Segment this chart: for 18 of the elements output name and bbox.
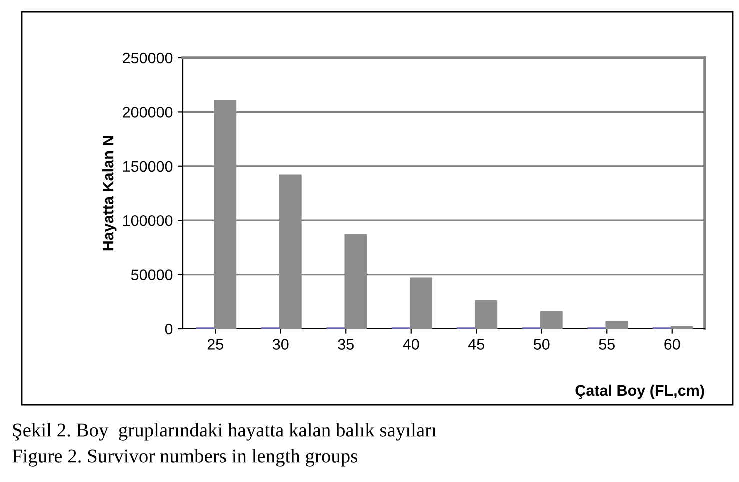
y-tick-label: 100000 [123,215,173,226]
caption: Figure 2. Survivor numbers in length groups [12,449,358,467]
y-tick-label: 200000 [123,107,173,118]
x-tick-label: 60 [664,339,680,350]
x-tick-label: 55 [599,339,615,350]
y-tick-label: 50000 [131,270,173,280]
x-tick-label: 50 [534,339,550,350]
text: Şekil 2. Boy gruplarındaki hayatta kalan balık sayıları [13,423,437,441]
x-tick-label: 30 [272,339,289,350]
x-tick-label: 35 [338,339,354,350]
x-tick-label: 40 [403,339,420,350]
y-axis-title: Hayatta Kalan N [102,136,117,251]
y-tick-label: 250000 [123,52,173,64]
x-tick-label: 45 [468,339,484,350]
x-tick-label: 25 [208,339,224,350]
y-tick-label: 150000 [123,161,173,172]
y-tick-label: 0 [165,324,173,335]
x-axis-title: Çatal Boy (FL,cm) [576,384,704,400]
